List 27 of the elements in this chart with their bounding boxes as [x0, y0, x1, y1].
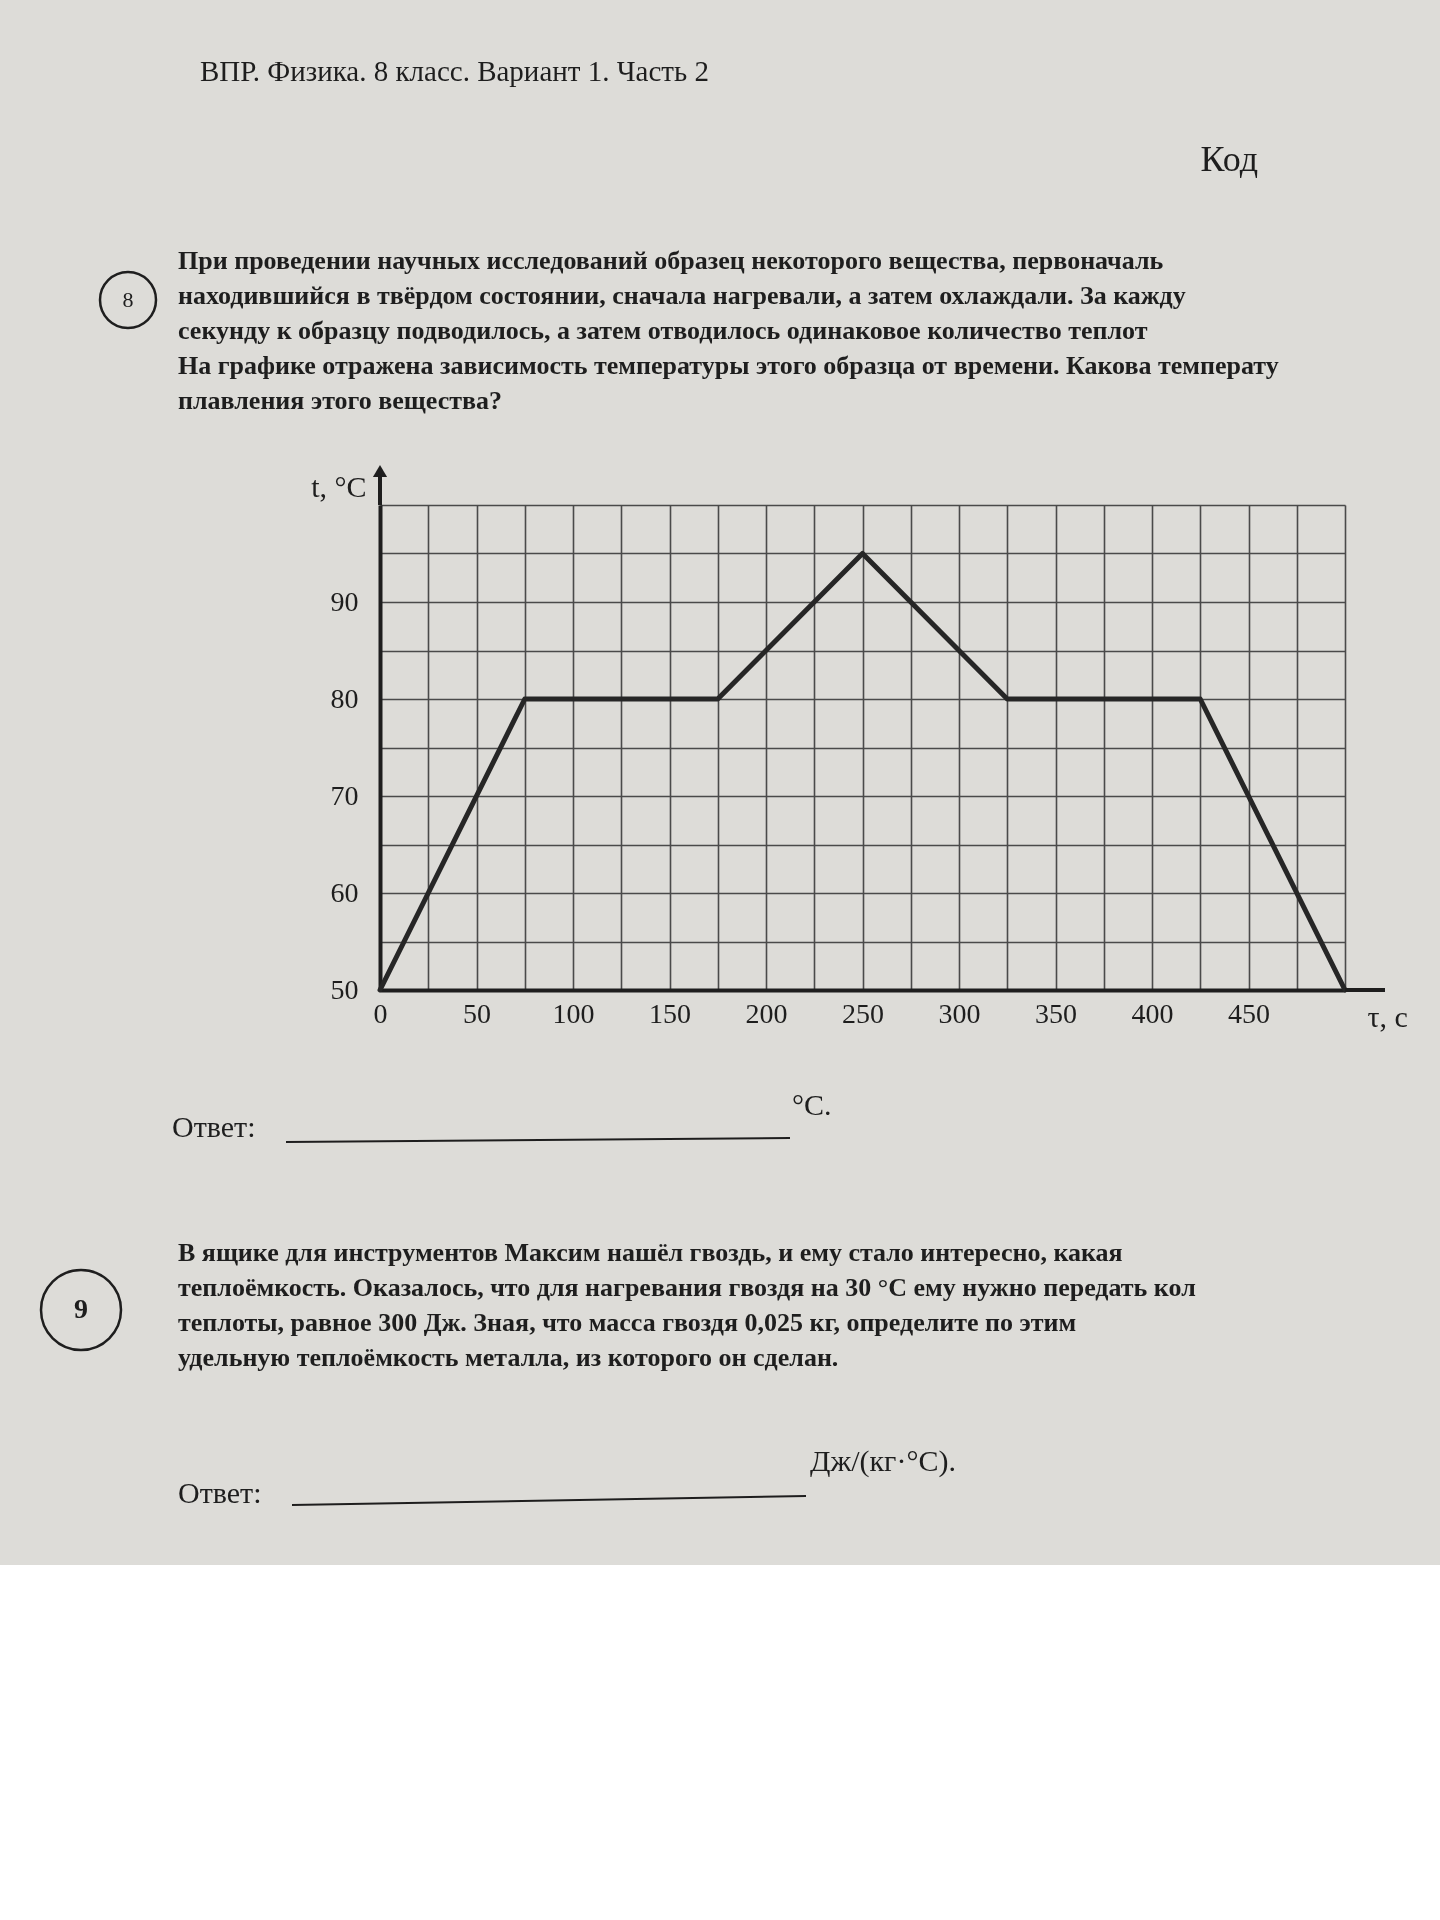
x-axis-title: τ, с — [1367, 999, 1408, 1033]
chart-title: ВПР. Физика. 8 класс. Вариант 1. Часть 2 — [200, 55, 709, 87]
x-tick-label: 100 — [552, 997, 595, 1029]
chart-subtitle: При проведении научных исследований образец некоторого вещества, первоначаль находившийся в твёрдом состоянии, сначала нагревали, а затем охлаждали. За кажду секунду к образцу подводилось, а затем отводилось одинаковое количество теплот На графике отражена зависимость температуры этого образца от времени. Какова температу плавления этого вещества? — [178, 246, 1279, 415]
text: Ответ: — [178, 1476, 262, 1509]
y-tick-label: 80 — [330, 682, 359, 714]
x-tick-label: 200 — [745, 997, 788, 1029]
x-tick-label: 50 — [463, 997, 491, 1029]
x-tick-label: 400 — [1131, 997, 1174, 1029]
text: °C. — [792, 1088, 832, 1121]
text: Дж/(кг·°C). — [810, 1444, 956, 1478]
y-tick-label: 90 — [330, 585, 359, 617]
text: 9 — [74, 1293, 88, 1324]
x-tick-label: 300 — [938, 997, 981, 1029]
x-tick-label: 350 — [1035, 997, 1077, 1029]
y-axis-title: t, °C — [311, 469, 367, 503]
text: 8 — [122, 287, 134, 312]
y-tick-label: 70 — [330, 779, 359, 811]
text: Код — [1200, 139, 1258, 179]
text: В ящике для инструментов Максим нашёл гвоздь, и ему стало интересно, какая теплоёмкость. Оказалось, что для нагревания гвоздя на 30 °C ему нужно передать кол теплоты, равное 300 Дж. Зная, что масса гвоздя 0,025 кг, определите по этим удельную теплоёмкость металла, из которого он сделан. — [178, 1238, 1196, 1372]
y-tick-label: 60 — [330, 876, 359, 908]
x-tick-label: 150 — [649, 997, 691, 1029]
x-tick-label: 450 — [1228, 997, 1270, 1029]
x-tick-label: 250 — [842, 997, 884, 1029]
text: Ответ: — [172, 1110, 256, 1143]
y-tick-label: 50 — [330, 973, 359, 1005]
x-tick-label: 0 — [373, 997, 388, 1029]
